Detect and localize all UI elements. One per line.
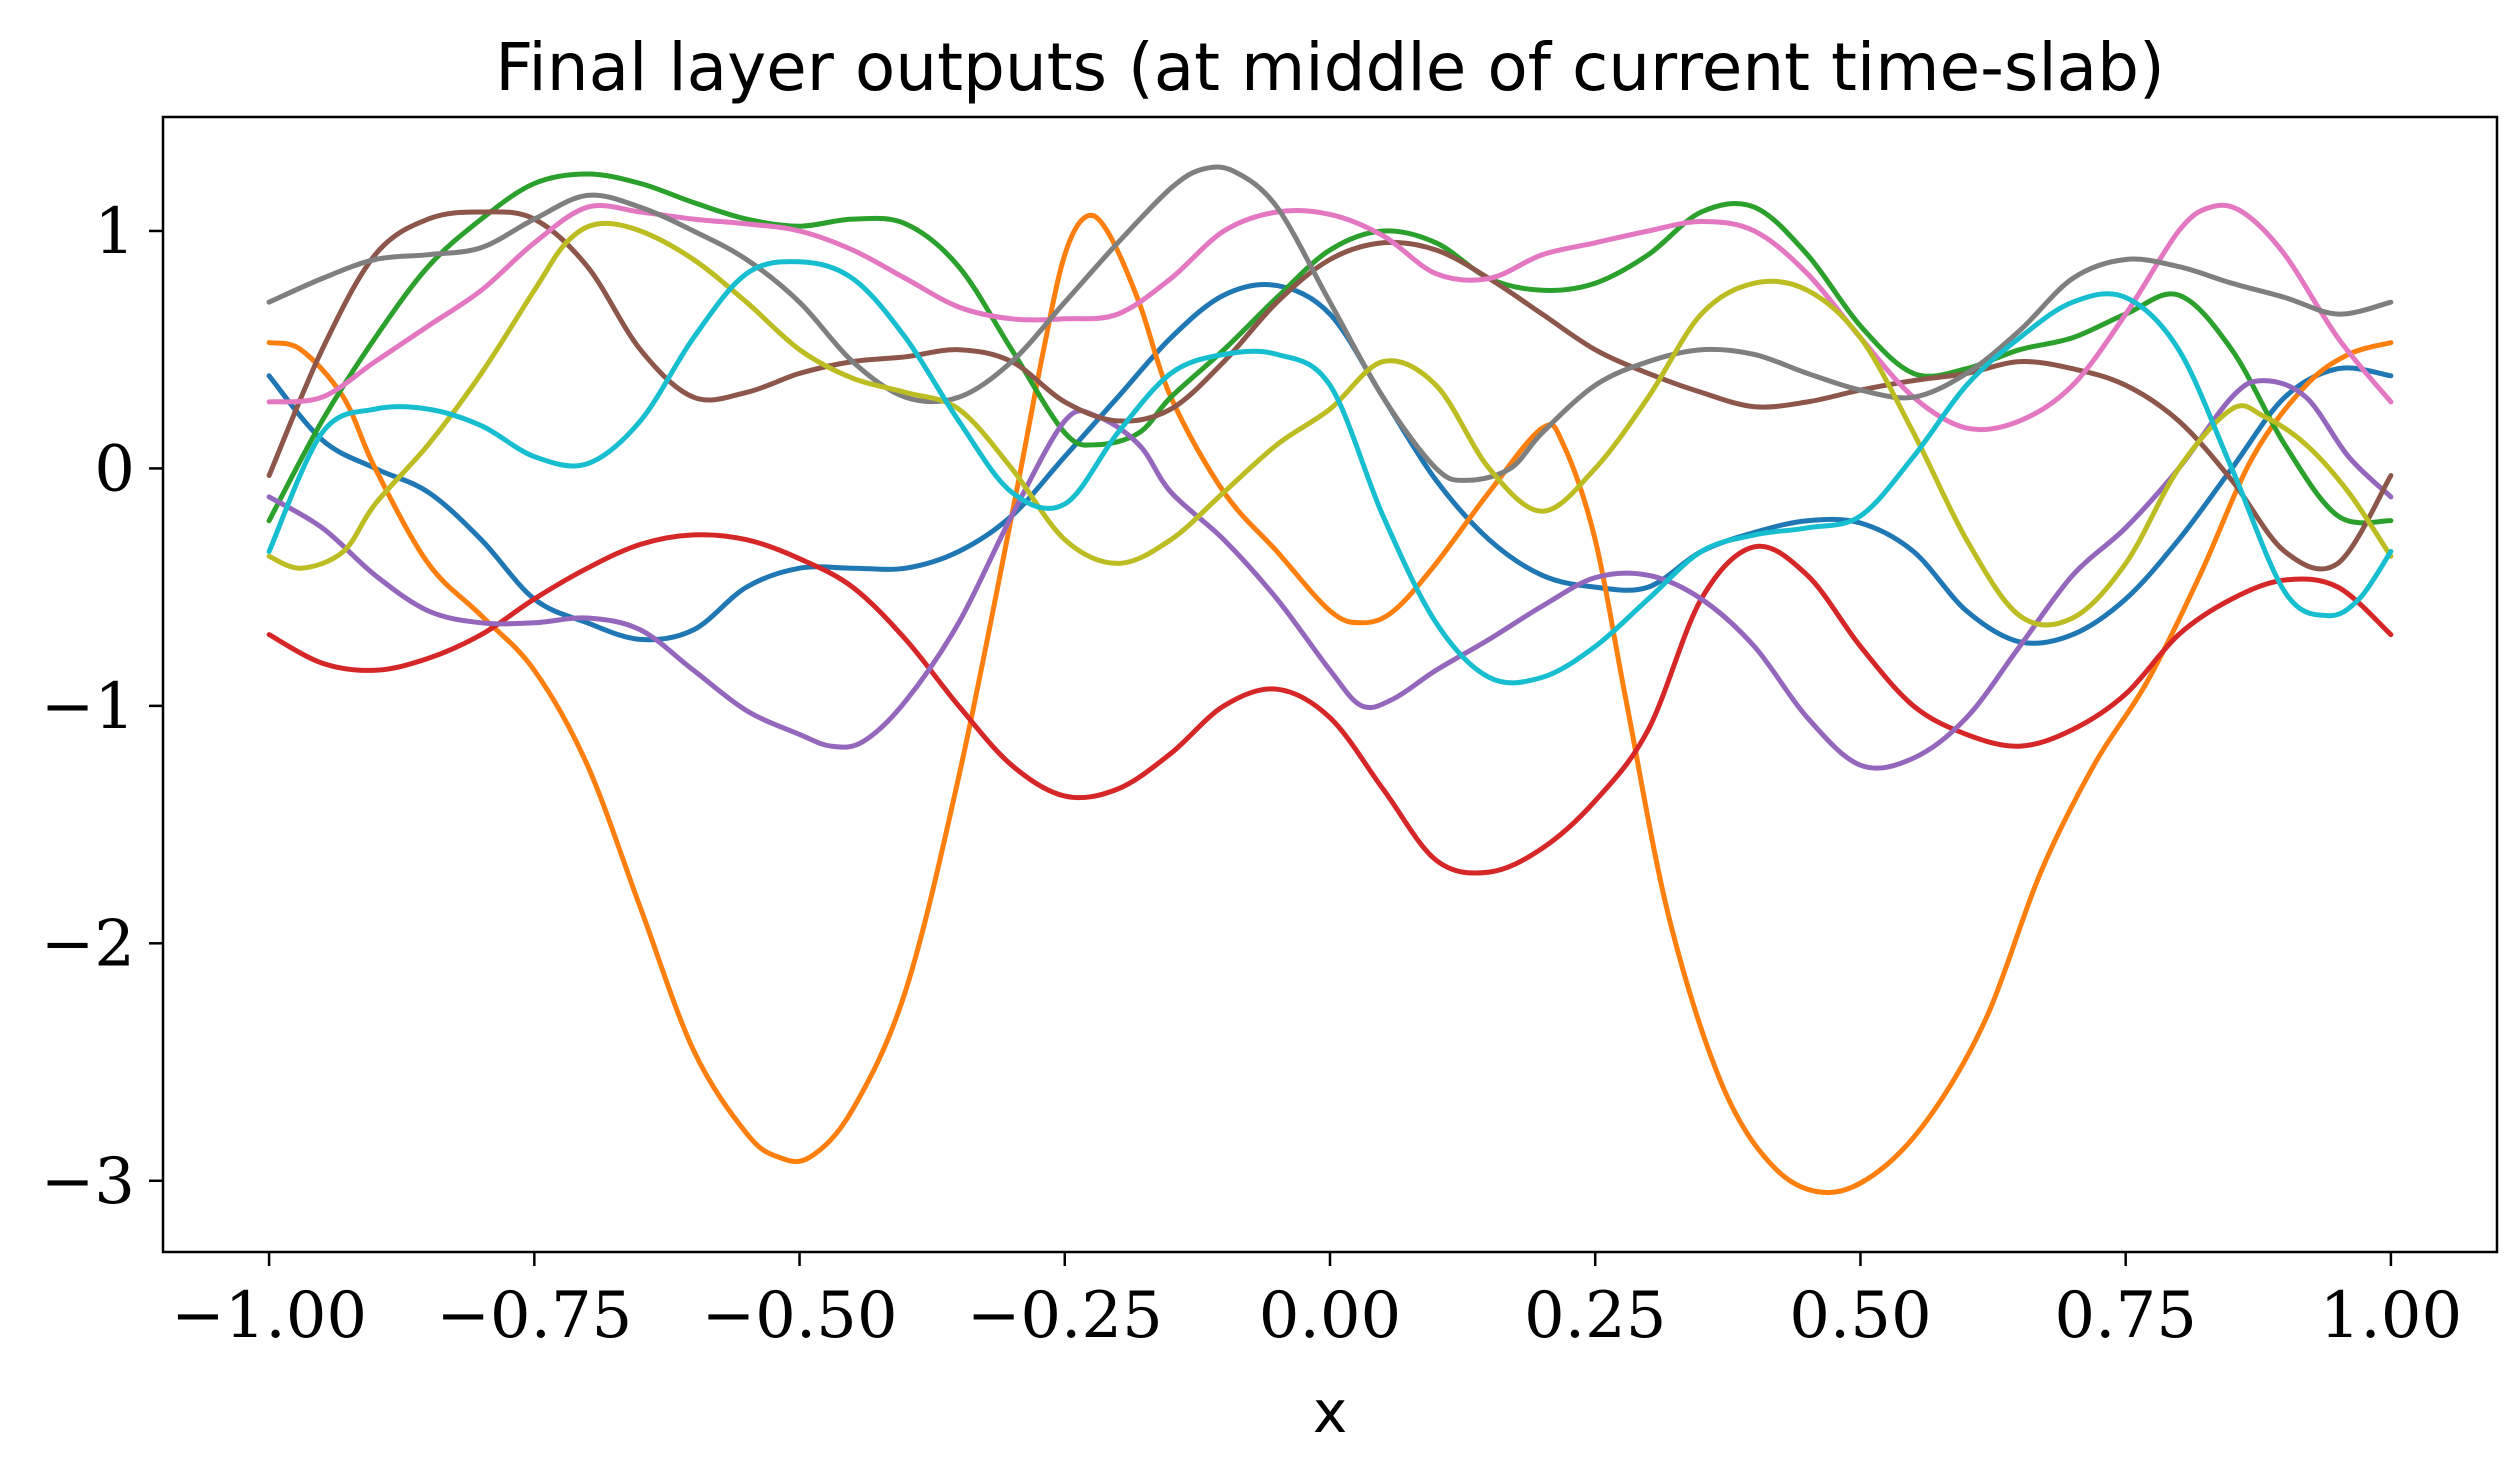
series-line-10 bbox=[266, 259, 2394, 686]
series-line-3 bbox=[266, 171, 2394, 526]
series-line-2 bbox=[266, 212, 2394, 1196]
y-tick-label: −3 bbox=[41, 1145, 135, 1219]
series-layer bbox=[266, 164, 2394, 1196]
series-line-5 bbox=[266, 378, 2394, 771]
x-tick-label: 0.25 bbox=[1524, 1279, 1667, 1353]
x-tick-label: −0.25 bbox=[967, 1279, 1163, 1353]
x-tick-label: 0.50 bbox=[1789, 1279, 1932, 1353]
y-tick-label: 1 bbox=[94, 195, 135, 269]
series-line-6 bbox=[266, 209, 2394, 572]
series-line-1 bbox=[266, 282, 2394, 646]
axes: −1.00 −0.75 −0.50 −0.25 0.00 0.25 0.50 0.75 1.00… bbox=[41, 115, 2499, 1353]
x-tick-label: 1.00 bbox=[2320, 1279, 2463, 1353]
chart-title: Final layer outputs (at middle of curren… bbox=[495, 29, 2165, 106]
y-tick-label: 0 bbox=[94, 432, 135, 506]
y-tick-label: −2 bbox=[41, 907, 135, 981]
series-line-9 bbox=[266, 220, 2394, 628]
series-line-7 bbox=[266, 202, 2394, 433]
x-tick-label: −0.50 bbox=[701, 1279, 897, 1353]
x-axis-label: x bbox=[1313, 1378, 1347, 1446]
series-line-8 bbox=[266, 164, 2394, 483]
y-tick-label: −1 bbox=[41, 670, 135, 744]
x-tick-label: 0.00 bbox=[1259, 1279, 1402, 1353]
x-tick-label: −0.75 bbox=[436, 1279, 632, 1353]
x-tick-label: −1.00 bbox=[171, 1279, 367, 1353]
x-tick-label: 0.75 bbox=[2054, 1279, 2197, 1353]
series-line-4 bbox=[266, 532, 2394, 876]
